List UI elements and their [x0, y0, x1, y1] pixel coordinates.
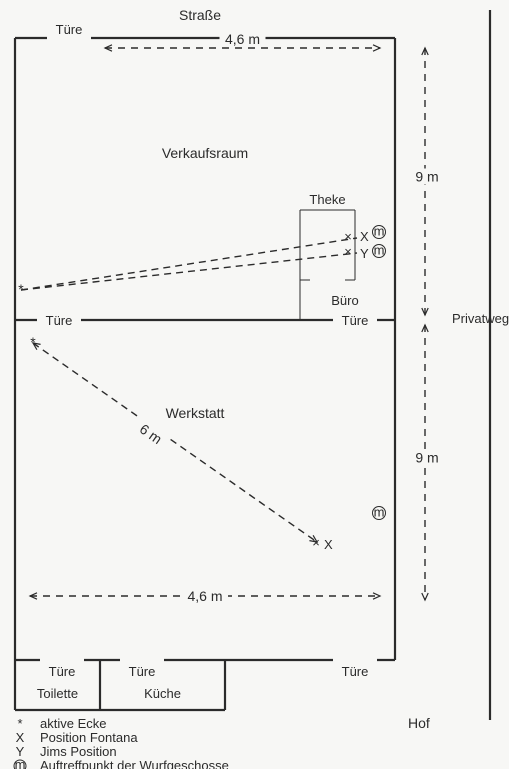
door-label: Türe — [46, 313, 73, 328]
svg-text:4,6 m: 4,6 m — [187, 588, 222, 604]
door-label: Türe — [129, 664, 156, 679]
active-corner-marker: * — [18, 281, 24, 297]
svg-text:×: × — [312, 535, 320, 550]
private-path-label: Privatweg — [452, 311, 509, 326]
room-office: Büro — [331, 293, 358, 308]
svg-text:m: m — [15, 757, 26, 769]
svg-text:9 m: 9 m — [415, 169, 438, 185]
svg-text:m: m — [374, 243, 385, 258]
svg-text:9 m: 9 m — [415, 450, 438, 466]
svg-text:X: X — [16, 730, 25, 745]
yard-label: Hof — [408, 715, 430, 731]
door-label: Türe — [56, 22, 83, 37]
room-salesfloor: Verkaufsraum — [162, 145, 248, 161]
legend-active-corner: aktive Ecke — [40, 716, 106, 731]
svg-text:*: * — [17, 716, 22, 731]
trajectory-line — [33, 343, 317, 542]
svg-text:4,6 m: 4,6 m — [225, 31, 260, 47]
door-label: Türe — [342, 664, 369, 679]
x-position-marker: X — [324, 537, 333, 552]
y-position-marker: Y — [360, 246, 369, 261]
trajectory-line — [21, 238, 357, 290]
room-toilet: Toilette — [37, 686, 78, 701]
room-kitchen: Küche — [144, 686, 181, 701]
svg-text:×: × — [344, 244, 352, 259]
svg-text:m: m — [374, 224, 385, 239]
floorplan-diagram: **XY××X×mmm4,6 m4,6 m9 m9 m6 mStraßeTüre… — [0, 0, 509, 769]
room-workshop: Werkstatt — [166, 405, 225, 421]
legend-jims-position: Jims Position — [40, 744, 117, 759]
svg-text:×: × — [344, 229, 352, 244]
door-label: Türe — [49, 664, 76, 679]
trajectory-line — [21, 253, 357, 290]
svg-text:m: m — [374, 505, 385, 520]
counter-label: Theke — [309, 192, 345, 207]
x-position-marker: X — [360, 229, 369, 244]
legend-impact-point: Auftreffpunkt der Wurfgeschosse — [40, 758, 229, 769]
door-label: Türe — [342, 313, 369, 328]
legend-position-fontana: Position Fontana — [40, 730, 138, 745]
street-label: Straße — [179, 7, 221, 23]
